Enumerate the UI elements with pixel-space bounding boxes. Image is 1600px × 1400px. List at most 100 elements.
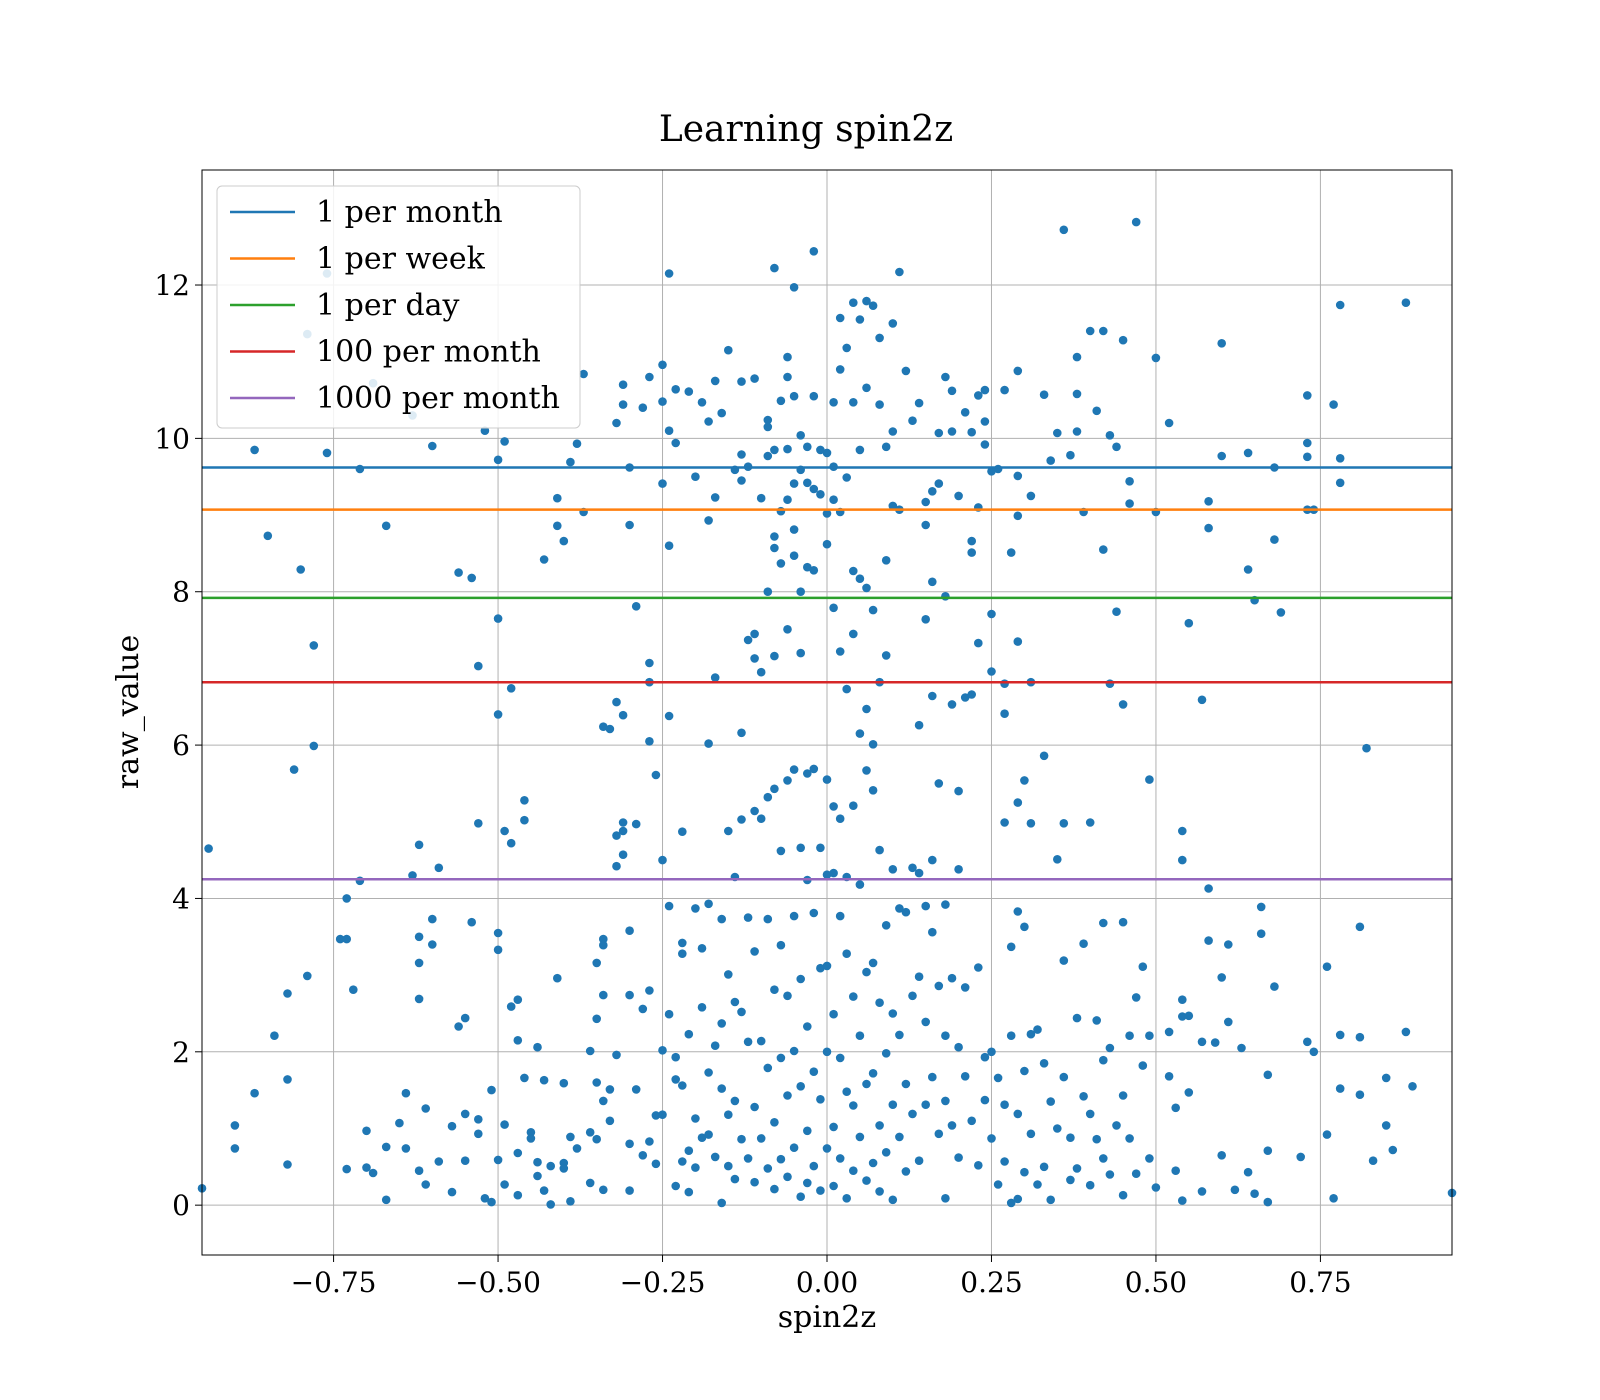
- data-point: [592, 1014, 601, 1024]
- data-point: [322, 448, 332, 458]
- data-point: [500, 1180, 509, 1189]
- data-point: [533, 1157, 542, 1167]
- data-point: [822, 775, 832, 784]
- data-point: [460, 1013, 470, 1023]
- data-point: [428, 441, 437, 451]
- data-point: [835, 1154, 845, 1163]
- data-point: [414, 994, 424, 1004]
- data-point: [1322, 1130, 1332, 1139]
- data-point: [750, 947, 759, 956]
- data-point: [770, 543, 779, 553]
- data-point: [881, 651, 891, 660]
- y-tick-label: 2: [172, 1036, 190, 1069]
- data-point: [908, 416, 917, 426]
- data-point: [645, 658, 654, 668]
- data-point: [533, 1042, 542, 1052]
- data-point: [901, 1167, 911, 1176]
- data-point: [618, 850, 628, 859]
- data-point: [1118, 1190, 1128, 1200]
- data-point: [855, 1132, 865, 1142]
- data-point: [855, 445, 865, 455]
- data-point: [1118, 917, 1128, 927]
- data-point: [888, 1195, 898, 1205]
- data-point: [1013, 471, 1023, 481]
- y-tick-label: 8: [172, 576, 190, 609]
- data-point: [875, 1187, 884, 1196]
- data-point: [250, 1088, 259, 1098]
- data-point: [750, 1102, 759, 1112]
- data-point: [520, 1073, 529, 1083]
- data-point: [1276, 608, 1286, 617]
- data-point: [803, 478, 812, 488]
- data-point: [539, 1075, 549, 1085]
- data-point: [717, 914, 726, 924]
- data-point: [717, 1198, 726, 1208]
- data-point: [1013, 798, 1023, 807]
- data-point: [776, 846, 786, 856]
- data-point: [895, 267, 904, 277]
- data-point: [618, 400, 628, 409]
- data-point: [684, 387, 694, 396]
- data-point: [1013, 366, 1023, 376]
- data-point: [776, 1053, 786, 1063]
- data-point: [381, 1142, 391, 1152]
- data-point: [1217, 973, 1226, 982]
- data-point: [1079, 939, 1088, 948]
- data-point: [717, 408, 726, 418]
- data-point: [1151, 1183, 1161, 1192]
- data-point: [678, 949, 687, 958]
- data-point: [803, 1022, 812, 1031]
- data-point: [1197, 1037, 1207, 1047]
- data-point: [1243, 1167, 1253, 1177]
- data-point: [809, 391, 819, 401]
- data-point: [638, 1151, 648, 1160]
- data-point: [888, 1009, 898, 1018]
- data-point: [1072, 389, 1082, 399]
- data-point: [664, 426, 674, 436]
- x-axis-label: spin2z: [778, 1300, 876, 1335]
- data-point: [1046, 456, 1055, 465]
- data-point: [539, 1186, 549, 1195]
- data-point: [954, 865, 963, 874]
- data-points: [197, 217, 1457, 1209]
- data-point: [980, 1095, 990, 1105]
- data-point: [776, 940, 786, 950]
- data-point: [1164, 418, 1174, 428]
- data-point: [506, 1002, 516, 1011]
- data-point: [533, 1171, 542, 1181]
- data-point: [1335, 300, 1345, 310]
- data-point: [710, 376, 720, 386]
- data-point: [506, 684, 516, 693]
- data-point: [770, 1118, 779, 1127]
- data-point: [737, 1007, 746, 1017]
- data-point: [362, 1126, 371, 1136]
- data-point: [809, 908, 819, 918]
- data-point: [1006, 548, 1016, 557]
- data-point: [763, 415, 773, 425]
- data-point: [862, 704, 871, 714]
- data-point: [1204, 523, 1213, 533]
- legend-label: 1 per day: [316, 288, 460, 323]
- legend-label: 100 per month: [316, 335, 541, 370]
- data-point: [1329, 400, 1338, 409]
- data-point: [474, 661, 483, 671]
- data-point: [1105, 431, 1115, 440]
- data-point: [895, 1132, 904, 1142]
- data-point: [539, 555, 549, 564]
- data-point: [283, 989, 292, 998]
- data-point: [664, 711, 674, 721]
- data-point: [1099, 326, 1108, 336]
- data-point: [342, 934, 352, 944]
- data-point: [881, 1049, 891, 1058]
- data-point: [1118, 700, 1128, 709]
- data-point: [480, 426, 490, 436]
- data-point: [868, 1069, 878, 1078]
- data-point: [493, 710, 503, 719]
- data-point: [921, 1017, 930, 1027]
- data-point: [1296, 1152, 1305, 1162]
- data-point: [493, 928, 503, 938]
- data-point: [678, 938, 687, 948]
- data-point: [783, 991, 792, 1001]
- data-point: [803, 562, 812, 572]
- data-point: [1085, 326, 1095, 336]
